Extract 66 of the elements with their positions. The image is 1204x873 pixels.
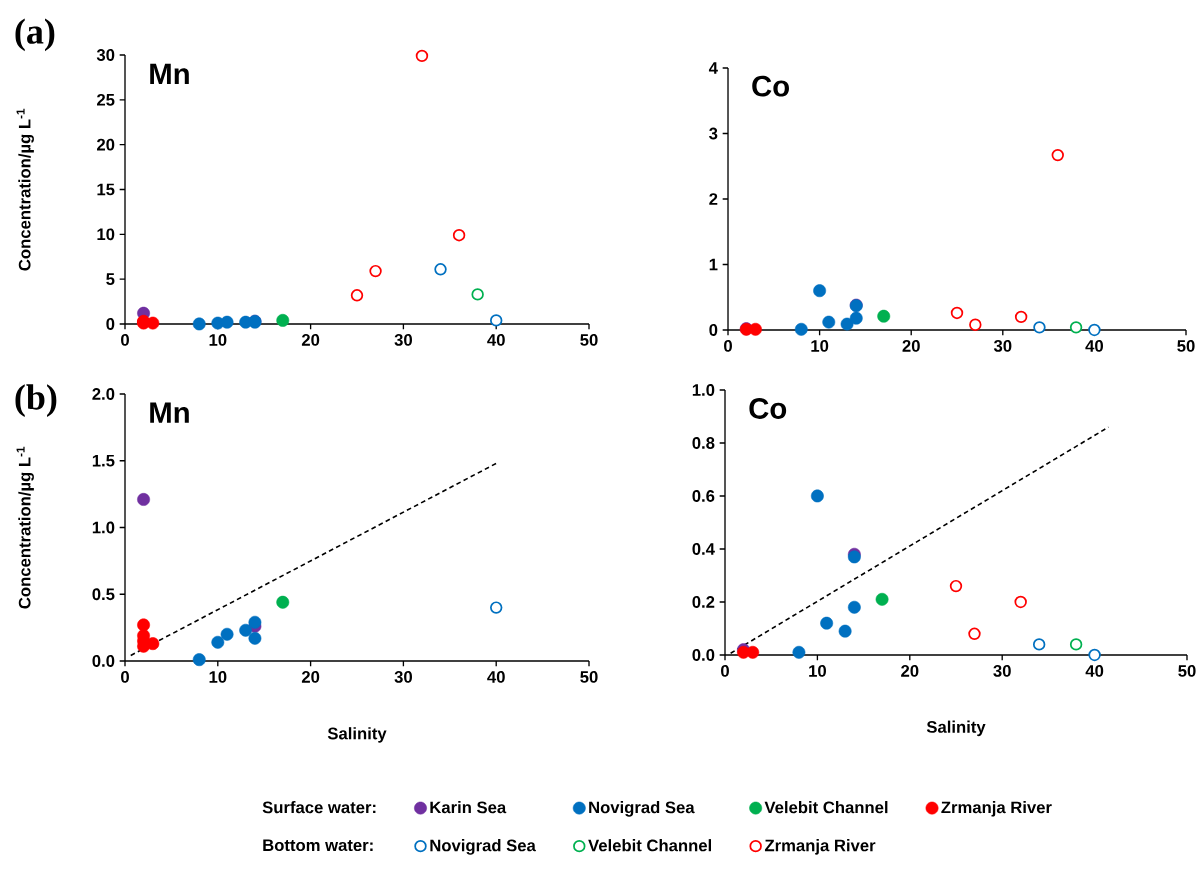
legend-label: Zrmanja River <box>941 801 1052 817</box>
y-tick-label: 0.4 <box>692 543 715 555</box>
x-tick-label: 30 <box>993 340 1012 352</box>
y-tick-label: 1.0 <box>692 384 715 396</box>
y-tick-label: 5 <box>106 273 115 285</box>
x-tick-label: 10 <box>811 340 829 352</box>
y-tick-label: 0.0 <box>92 655 115 667</box>
x-tick-label: 0 <box>121 671 129 683</box>
x-tick-label: 50 <box>1177 340 1195 352</box>
y-tick-label: 30 <box>96 49 115 61</box>
y-tick-label: 4 <box>708 62 718 74</box>
chart-title: Mn <box>150 402 189 423</box>
legend-label: Velebit Channel <box>588 839 711 852</box>
text: (a) <box>15 18 55 52</box>
y-tick-label: 2.0 <box>92 388 115 400</box>
x-tick-label: 40 <box>487 671 505 683</box>
y-tick-label: 0 <box>709 324 718 336</box>
x-tick-label: 30 <box>394 334 412 346</box>
x-tick-label: 0 <box>721 665 729 677</box>
x-tick-label: 20 <box>902 340 920 352</box>
x-tick-label: 40 <box>1085 340 1103 352</box>
y-tick-label: 0.2 <box>692 596 715 608</box>
x-tick-label: 50 <box>580 671 598 683</box>
x-tick-label: 30 <box>394 671 412 683</box>
y-tick-label: 0 <box>106 318 115 330</box>
text: (b) <box>15 384 57 417</box>
x-tick-label: 30 <box>993 665 1011 677</box>
y-tick-label: 3 <box>709 127 718 140</box>
x-tick-label: 10 <box>809 665 826 677</box>
text: Surface water: <box>262 801 376 814</box>
y-tick-label: 20 <box>97 138 115 151</box>
y-tick-label: 10 <box>97 228 115 241</box>
y-tick-label: 0.5 <box>92 588 115 601</box>
y-tick-label: 1 <box>709 258 718 271</box>
x-tick-label: 10 <box>209 671 227 683</box>
y-tick-label: 0.8 <box>692 437 715 449</box>
x-tick-label: 20 <box>301 334 320 346</box>
x-tick-label: 20 <box>901 665 919 677</box>
legend-label: Novigrad Sea <box>589 801 695 817</box>
y-axis-title: Concentration/µg L$^{-1}$ <box>16 108 34 271</box>
x-tick-label: 0 <box>724 340 732 352</box>
x-axis-title: Salinity <box>327 727 387 743</box>
y-tick-label: 0.6 <box>692 490 715 502</box>
y-axis-title: Concentration/µg L$^{-1}$ <box>16 446 34 609</box>
chart-title: Mn <box>150 63 189 84</box>
x-tick-label: 20 <box>301 671 320 683</box>
legend-label: Novigrad Sea <box>430 839 536 855</box>
y-tick-label: 25 <box>97 93 115 106</box>
x-tick-label: 0 <box>121 334 129 346</box>
x-axis-title: Salinity <box>926 720 986 737</box>
x-tick-label: 40 <box>1085 665 1104 677</box>
x-tick-label: 10 <box>209 334 227 346</box>
legend-label: Zrmanja River <box>764 839 876 855</box>
x-tick-label: 50 <box>1178 665 1196 677</box>
text: Bottom water: <box>263 839 373 852</box>
chart-title: Co <box>749 398 787 419</box>
x-tick-label: 40 <box>487 334 505 346</box>
y-tick-label: 1.0 <box>92 521 115 534</box>
x-tick-label: 50 <box>580 334 598 346</box>
y-tick-label: 1.5 <box>92 454 115 467</box>
y-tick-label: 15 <box>97 183 115 196</box>
legend-label: Velebit Channel <box>764 801 888 814</box>
y-tick-label: 0.0 <box>692 649 715 661</box>
legend-label: Karin Sea <box>430 801 507 814</box>
y-tick-label: 2 <box>709 193 718 205</box>
chart-title: Co <box>752 75 789 97</box>
